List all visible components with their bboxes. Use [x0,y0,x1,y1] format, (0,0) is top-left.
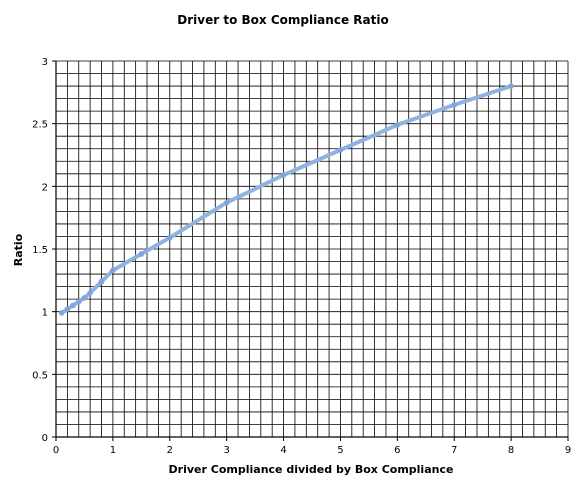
x-tick-label: 6 [394,445,400,456]
y-tick-label: 0 [42,433,48,444]
data-point [451,102,458,108]
tick-labels: 0 1 2 3 4 5 6 7 8 9 0 0.5 1 1.5 2 2.5 3 [32,57,571,456]
x-tick-label: 3 [223,445,229,456]
data-point [58,310,65,316]
data-point [81,295,88,301]
data-point [64,306,71,312]
x-tick-label: 8 [508,445,514,456]
y-tick-label: 1 [42,308,48,319]
y-tick-label: 1.5 [32,245,48,256]
chart-title: Driver to Box Compliance Ratio [177,13,388,27]
series-layer [58,83,514,316]
data-point [70,302,76,309]
data-point [166,234,173,241]
data-point [280,172,287,178]
data-point [223,199,230,206]
y-tick-label: 2 [42,182,48,193]
x-axis-label: Driver Compliance divided by Box Complia… [169,463,454,476]
x-tick-label: 1 [110,445,116,456]
y-tick-label: 3 [42,57,48,68]
y-axis-label: Ratio [12,233,25,266]
x-tick-label: 7 [451,445,457,456]
x-tick-label: 9 [565,445,571,456]
data-point [87,290,93,296]
x-tick-label: 4 [280,445,286,456]
grid [55,60,569,438]
data-point [138,251,145,257]
x-tick-label: 2 [167,445,173,456]
y-tick-label: 0.5 [32,370,48,381]
series-line [59,84,514,315]
data-point [394,122,401,128]
data-point [337,147,344,153]
x-tick-label: 0 [53,445,59,456]
data-point [508,83,514,89]
y-tick-label: 2.5 [32,120,48,131]
data-point [110,267,116,274]
x-tick-label: 5 [337,445,343,456]
data-point [75,298,82,305]
data-point [98,278,105,285]
